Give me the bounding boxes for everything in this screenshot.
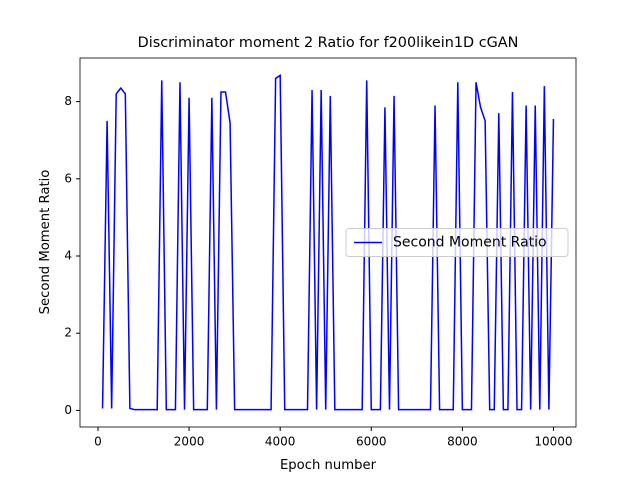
legend-label: Second Moment Ratio <box>393 235 547 251</box>
x-tick-label: 6000 <box>356 435 387 449</box>
x-tick-label: 10000 <box>534 435 572 449</box>
x-tick-label: 4000 <box>265 435 296 449</box>
y-tick-label: 8 <box>64 94 72 108</box>
plot-frame <box>79 57 577 428</box>
y-tick-label: 6 <box>64 171 72 185</box>
y-tick-label: 0 <box>64 403 72 417</box>
y-axis-label: Second Moment Ratio <box>38 170 53 315</box>
x-tick-label: 2000 <box>174 435 205 449</box>
chart-title: Discriminator moment 2 Ratio for f200lik… <box>138 35 519 51</box>
x-axis-label: Epoch number <box>280 458 377 473</box>
y-tick-label: 4 <box>64 249 72 263</box>
x-tick-label: 8000 <box>447 435 478 449</box>
y-tick-label: 2 <box>64 326 72 340</box>
data-line <box>101 73 555 411</box>
legend-box <box>345 228 569 257</box>
x-tick-label: 0 <box>94 435 102 449</box>
